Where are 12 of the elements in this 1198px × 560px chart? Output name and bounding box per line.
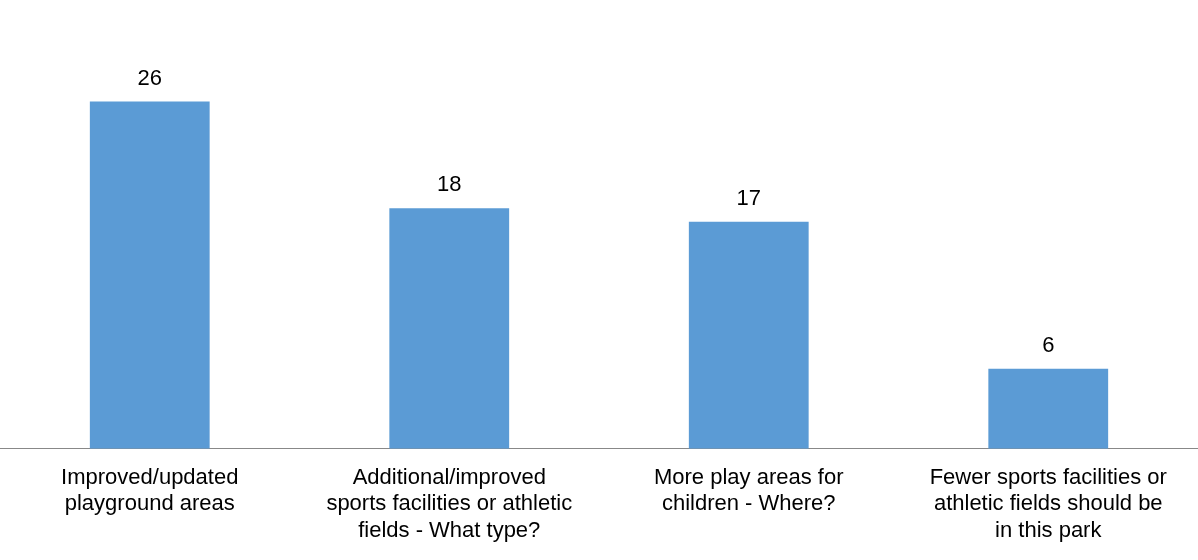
bar: [389, 208, 510, 449]
x-tick-label: Fewer sports facilities or athletic fields should be in this park: [929, 464, 1167, 542]
x-tick-label: Additional/improved sports facilities or athletic fields - What type?: [326, 464, 573, 542]
bar: [89, 101, 210, 449]
bar: [988, 368, 1109, 449]
data-label: 18: [437, 171, 462, 197]
data-label: 26: [137, 64, 162, 90]
x-tick-label: Improved/updated playground areas: [61, 464, 239, 516]
data-label: 17: [736, 184, 761, 210]
x-tick-label: More play areas for children - Where?: [653, 464, 844, 516]
bar: [688, 221, 809, 449]
data-label: 6: [1042, 331, 1055, 357]
